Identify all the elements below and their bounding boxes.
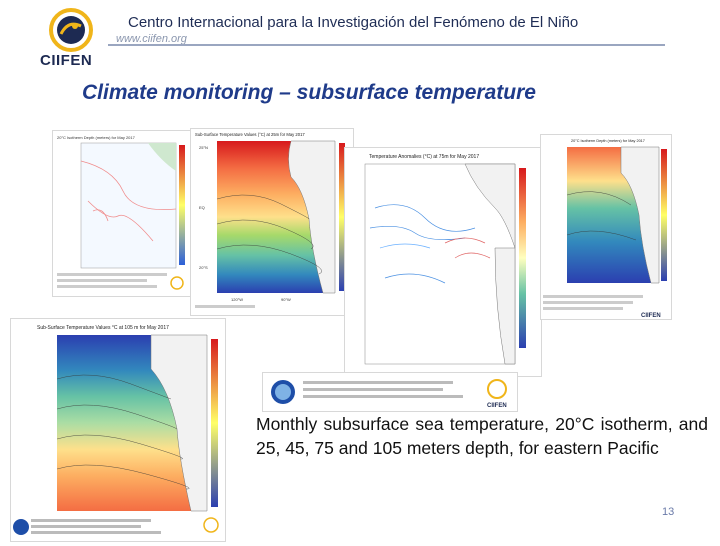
slide-title: Climate monitoring – subsurface temperat… — [82, 81, 536, 104]
isotherm-depth-map: 20°C Isotherm Depth (meters) for May 201… — [541, 135, 671, 319]
isotherm-20c-map-panel: 20°C Isotherm Depth (meters) for May 201… — [52, 130, 194, 297]
anomalies-75m-map-panel: Temperature Anomalies (°C) at 75m for Ma… — [344, 147, 542, 377]
subsurface-25m-map-panel: Sub-Surface Temperature Values (°C) at 2… — [190, 128, 354, 316]
svg-text:120°W: 120°W — [231, 297, 243, 302]
page-number: 13 — [662, 506, 675, 518]
organization-name: Centro Internacional para la Investigaci… — [128, 14, 579, 31]
subsurface-105m-map: Sub-Surface Temperature Values °C at 105… — [11, 319, 225, 541]
anomalies-75m-credits: CIIFEN — [271, 379, 507, 409]
panel-title: Sub-Surface Temperature Values °C at 105… — [37, 325, 169, 331]
anomalies-75m-footer: CIIFEN — [262, 372, 518, 412]
organization-url[interactable]: www.ciifen.org — [116, 33, 187, 45]
ciifen-logo — [38, 6, 100, 72]
panel-title: Sub-Surface Temperature Values (°C) at 2… — [195, 132, 305, 137]
logo-text: CIIFEN — [40, 52, 93, 69]
panel-title: 20°C Isotherm Depth (meters) for May 201… — [571, 139, 645, 143]
header-divider — [108, 44, 665, 46]
footer-logo: CIIFEN — [641, 313, 661, 319]
svg-text:90°W: 90°W — [281, 297, 291, 302]
isotherm-20c-map: 20°C Isotherm Depth (meters) for May 201… — [53, 131, 193, 296]
anomalies-75m-map: Temperature Anomalies (°C) at 75m for Ma… — [345, 148, 541, 376]
svg-text:20°S: 20°S — [199, 265, 208, 270]
subsurface-105m-map-panel: Sub-Surface Temperature Values °C at 105… — [10, 318, 226, 542]
svg-text:EQ: EQ — [199, 205, 205, 210]
subsurface-25m-map: Sub-Surface Temperature Values (°C) at 2… — [191, 129, 353, 315]
panel-title: 20°C Isotherm Depth (meters) for May 201… — [57, 135, 136, 140]
panel-title: Temperature Anomalies (°C) at 75m for Ma… — [369, 154, 479, 160]
isotherm-depth-map-panel: 20°C Isotherm Depth (meters) for May 201… — [540, 134, 672, 320]
footer-logo: CIIFEN — [487, 403, 507, 409]
slide-caption: Monthly subsurface sea temperature, 20°C… — [256, 414, 708, 458]
ciifen-logo-emblem — [49, 8, 93, 52]
svg-text:25°N: 25°N — [199, 145, 208, 150]
